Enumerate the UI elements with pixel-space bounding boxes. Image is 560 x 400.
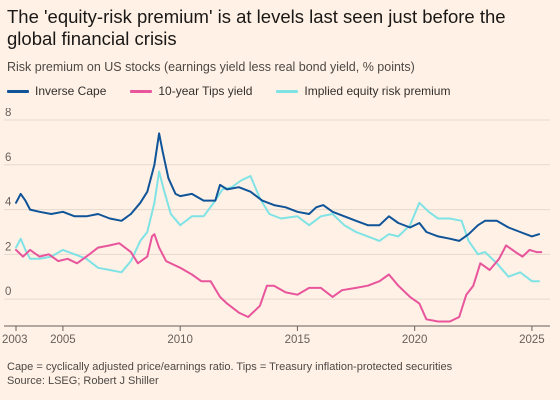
x-tick-label-2005: 2005: [50, 334, 76, 346]
series-line-implied-erp: [15, 170, 540, 283]
footnote-block: Cape = cyclically adjusted price/earning…: [7, 360, 452, 388]
series-lines: [15, 132, 543, 323]
legend-label-tips-yield: 10-year Tips yield: [158, 84, 253, 98]
x-tick-label-2010: 2010: [167, 334, 193, 346]
legend-item-inverse-cape: Inverse Cape: [7, 83, 106, 99]
series-line-inverse-cape: [15, 132, 540, 242]
x-tick-label-2015: 2015: [285, 334, 311, 346]
x-tick-label-2025: 2025: [519, 334, 545, 346]
y-tick-label-4: 4: [5, 197, 12, 209]
x-tick-label-2020: 2020: [402, 334, 428, 346]
legend-swatch-inverse-cape: [7, 89, 29, 93]
chart-title: The 'equity-risk premium' is at levels l…: [7, 6, 506, 49]
series-line-tips-yield: [15, 233, 543, 323]
x-axis: 2003 2005 2010 2015 2020 2025: [2, 325, 550, 346]
legend-item-tips-yield: 10-year Tips yield: [130, 83, 252, 99]
chart-legend: Inverse Cape 10-year Tips yield Implied …: [7, 83, 474, 99]
y-tick-label-2: 2: [5, 241, 11, 253]
legend-swatch-tips-yield: [130, 89, 153, 93]
y-tick-label-6: 6: [5, 152, 11, 164]
y-tick-label-8: 8: [5, 108, 11, 119]
source-text: Source: LSEG; Robert J Shiller: [7, 375, 159, 387]
line-chart: 0 2 4 6 8 2003 2005 2010 2015 2020 2025: [2, 108, 550, 346]
x-tick-label-2003: 2003: [2, 334, 28, 346]
legend-label-implied-erp: Implied equity risk premium: [304, 84, 451, 98]
legend-label-inverse-cape: Inverse Cape: [35, 84, 107, 98]
footnote-text: Cape = cyclically adjusted price/earning…: [7, 361, 453, 373]
grid-lines: 0 2 4 6 8: [4, 108, 550, 300]
legend-item-implied-erp: Implied equity risk premium: [276, 83, 450, 99]
chart-subtitle: Risk premium on US stocks (earnings yiel…: [7, 60, 415, 74]
y-tick-label-0: 0: [5, 286, 11, 298]
legend-swatch-implied-erp: [276, 89, 299, 93]
